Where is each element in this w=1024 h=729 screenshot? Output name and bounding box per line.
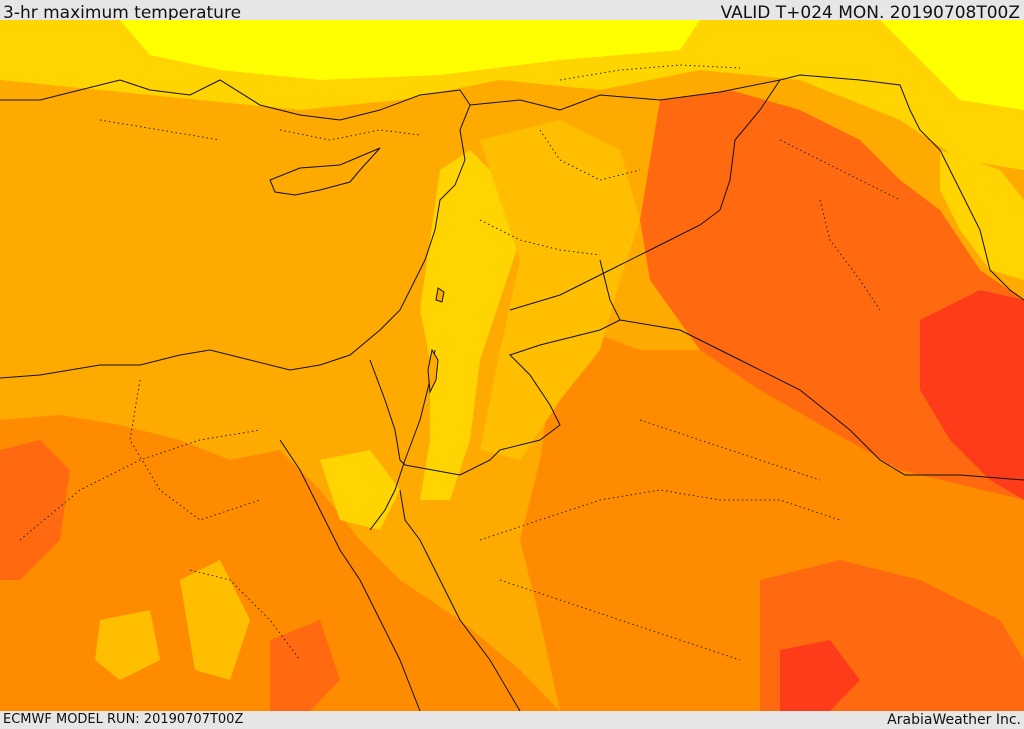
sea-of-galilee xyxy=(435,287,445,303)
admin-borders xyxy=(19,64,901,661)
persian-gulf-coast xyxy=(939,149,1024,301)
temperature-map[interactable] xyxy=(0,20,1024,711)
libya-cool-streak xyxy=(95,610,160,680)
dead-sea xyxy=(427,348,439,394)
egypt-sinai-border xyxy=(369,359,406,466)
red-sea-east-coast xyxy=(399,489,521,711)
credit: ArabiaWeather Inc. xyxy=(887,712,1021,728)
sahara-hot-patch xyxy=(0,440,70,580)
zagros-cool xyxy=(940,150,1024,280)
jordan-mid-strip xyxy=(480,120,640,460)
south-very-hot xyxy=(780,640,860,711)
iraq-saudi-border xyxy=(619,319,1024,481)
levant-cool-strip xyxy=(420,150,520,500)
egypt-cool-streak xyxy=(180,560,250,680)
footer-bar: ECMWF MODEL RUN: 20190707T00Z ArabiaWeat… xyxy=(0,711,1024,729)
north-turkey-pale xyxy=(120,20,700,80)
sinai-cool-patch xyxy=(320,450,400,530)
gulf-hot-core xyxy=(920,290,1024,500)
red-sea-west-coast xyxy=(279,439,421,711)
valid-time: VALID T+024 MON. 20190708T00Z xyxy=(720,3,1020,23)
cyprus-island xyxy=(269,147,381,196)
turkey-south-coast xyxy=(0,79,461,121)
model-run: ECMWF MODEL RUN: 20190707T00Z xyxy=(3,712,244,727)
jordan-saudi-border xyxy=(404,259,621,476)
header-bar: 3-hr maximum temperature VALID T+024 MON… xyxy=(0,0,1024,23)
iraq-syria-border xyxy=(509,79,781,311)
map-title: 3-hr maximum temperature xyxy=(3,3,242,23)
mediterranean-south-coast xyxy=(0,89,471,379)
northeast-pale xyxy=(880,20,1024,110)
